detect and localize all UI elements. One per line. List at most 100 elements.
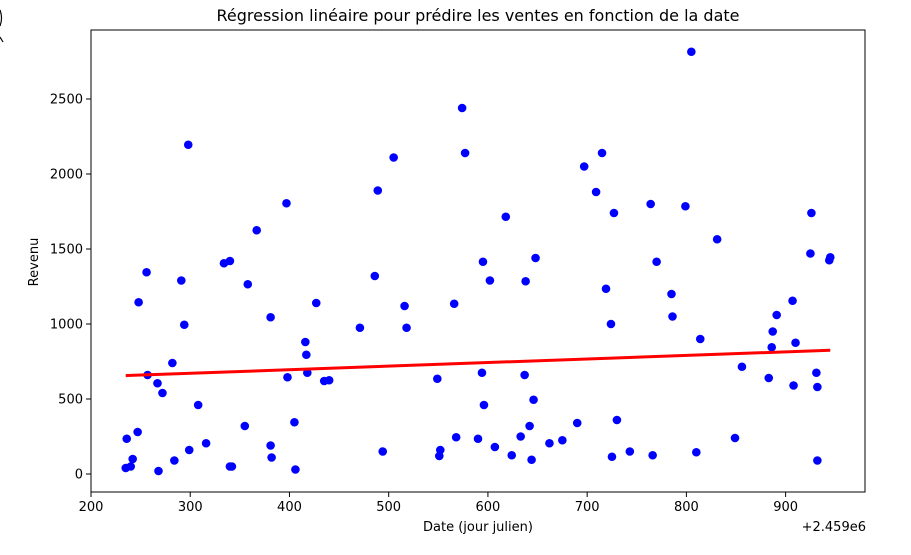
- data-point: [240, 421, 250, 431]
- data-point: [435, 445, 445, 455]
- axis-layer: 200 300 400 500 600 700 800 900 0 500 1000 1500 2000…: [50, 93, 798, 516]
- data-point: [768, 327, 778, 336]
- data-point: [158, 388, 167, 398]
- data-point: [142, 267, 151, 277]
- data-point: [485, 276, 495, 285]
- data-point: [133, 427, 142, 437]
- data-point: [806, 249, 815, 258]
- data-point: [520, 370, 529, 380]
- data-point: [227, 462, 237, 471]
- data-point: [788, 296, 797, 306]
- data-point: [789, 381, 798, 390]
- data-point: [282, 198, 291, 208]
- y-tick-label: 2000: [50, 168, 83, 183]
- data-point: [813, 382, 822, 392]
- data-point: [370, 271, 380, 281]
- plot-layer: [121, 47, 835, 476]
- data-point: [400, 301, 409, 311]
- data-point: [648, 450, 657, 460]
- data-point: [324, 375, 334, 385]
- data-point: [128, 454, 137, 464]
- data-point: [812, 368, 821, 378]
- data-point: [516, 432, 525, 441]
- x-axis-label: Date (jour julien): [423, 520, 533, 535]
- data-point: [529, 395, 538, 405]
- data-point: [433, 374, 442, 384]
- data-point: [591, 187, 601, 197]
- data-point: [646, 199, 655, 209]
- data-point: [134, 297, 143, 307]
- data-point: [183, 140, 193, 150]
- data-point: [479, 400, 489, 410]
- data-point: [449, 299, 459, 309]
- data-point: [764, 373, 774, 383]
- data-point: [579, 162, 589, 171]
- data-point: [266, 312, 275, 322]
- data-point: [521, 276, 530, 286]
- data-point: [451, 432, 461, 442]
- data-point: [695, 334, 705, 344]
- data-point: [373, 186, 383, 195]
- data-point: [355, 323, 365, 333]
- y-axis-label: Revenu: [27, 238, 42, 287]
- data-point: [507, 450, 517, 460]
- data-point: [525, 421, 534, 431]
- data-point: [168, 358, 177, 368]
- data-point: [612, 415, 622, 425]
- plot-frame: [90, 29, 866, 493]
- y-tick-label: 1500: [50, 243, 83, 258]
- data-point: [460, 148, 470, 158]
- x-tick-label: 800: [674, 500, 699, 515]
- data-point: [478, 257, 488, 267]
- y-tick-label: 1000: [50, 318, 83, 333]
- data-point: [791, 338, 800, 348]
- data-point: [730, 433, 740, 443]
- x-tick-label: 400: [277, 500, 302, 515]
- data-point: [291, 465, 300, 474]
- data-point: [772, 310, 781, 320]
- data-point: [601, 284, 611, 294]
- data-point: [457, 103, 467, 113]
- data-point: [767, 342, 777, 352]
- x-tick-label: 900: [773, 500, 798, 515]
- data-point: [625, 447, 635, 456]
- data-point: [177, 276, 186, 285]
- data-point: [668, 312, 677, 321]
- data-point: [290, 417, 299, 427]
- regression-line: [125, 348, 831, 378]
- data-point: [807, 208, 816, 218]
- x-tick-label: 700: [575, 500, 600, 515]
- data-point: [813, 456, 822, 465]
- data-point: [402, 323, 411, 333]
- y-tick-label: 500: [58, 393, 83, 408]
- data-point: [606, 319, 616, 329]
- data-point: [126, 462, 135, 471]
- data-point: [692, 447, 701, 457]
- data-point: [154, 466, 163, 476]
- data-point: [267, 453, 276, 462]
- data-point: [170, 456, 179, 465]
- data-point: [572, 418, 582, 428]
- x-tick-label: 200: [79, 500, 104, 515]
- x-tick-label: 600: [476, 500, 501, 515]
- data-point: [473, 434, 483, 444]
- y-tick-label: 0: [75, 468, 83, 483]
- data-point: [687, 47, 696, 57]
- data-point: [531, 253, 540, 263]
- x-tick-label: 500: [376, 500, 401, 515]
- data-point: [477, 368, 487, 378]
- y-tick-label: 2500: [50, 93, 83, 108]
- data-point: [389, 153, 398, 162]
- x-axis-offset-label: +2.459e6: [802, 520, 866, 535]
- data-point: [302, 350, 311, 360]
- data-point: [558, 435, 567, 445]
- data-point: [667, 289, 676, 299]
- data-point: [225, 256, 235, 266]
- data-point: [681, 201, 690, 211]
- data-point: [378, 447, 388, 456]
- data-point: [252, 225, 262, 235]
- data-point: [490, 442, 500, 452]
- x-tick-label: 300: [178, 500, 203, 515]
